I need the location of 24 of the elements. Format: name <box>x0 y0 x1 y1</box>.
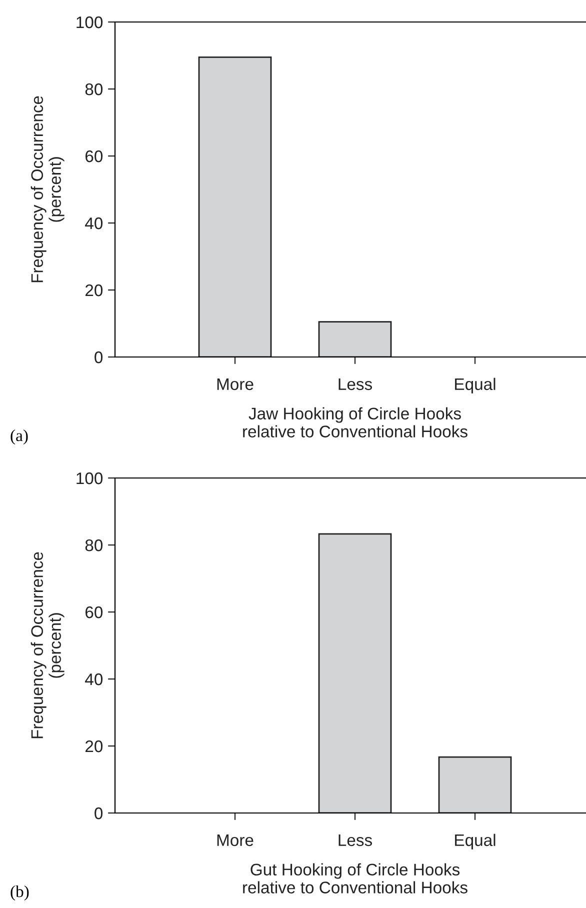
x-tick-label: Less <box>338 834 372 846</box>
y-tick-label: 80 <box>85 539 103 552</box>
y-tick-label: 0 <box>94 351 103 364</box>
x-axis-title: Jaw Hooking of Circle Hooks relative to Conventional Hooks <box>243 407 468 438</box>
x-tick-label: More <box>217 378 254 390</box>
x-tick-label: Equal <box>455 834 496 850</box>
y-tick-label: 80 <box>85 83 103 96</box>
y-tick-label: 40 <box>85 673 103 686</box>
text: (a) <box>10 429 28 445</box>
y-axis-title: Frequency of Occurrence (percent) <box>30 552 64 738</box>
y-tick-label: 20 <box>85 284 103 296</box>
x-tick-label: Equal <box>455 378 496 394</box>
text: (b) <box>10 885 29 901</box>
y-tick-label: 100 <box>76 472 103 484</box>
x-tick-label: Less <box>338 378 372 390</box>
y-tick-label: 20 <box>85 740 103 752</box>
y-axis-title: Frequency of Occurrence (percent) <box>30 96 64 282</box>
y-tick-label: 60 <box>86 606 103 618</box>
y-tick-label: 0 <box>94 807 103 820</box>
y-tick-label: 40 <box>85 217 103 230</box>
y-tick-label: 100 <box>76 16 103 28</box>
x-tick-label: More <box>217 834 254 846</box>
x-axis-title: Gut Hooking of Circle Hooks relative to Conventional Hooks <box>243 863 468 894</box>
y-tick-label: 60 <box>86 150 103 162</box>
